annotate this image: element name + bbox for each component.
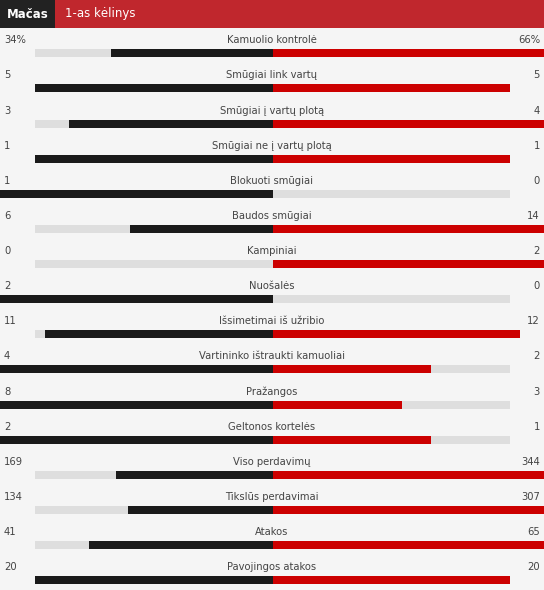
Bar	[35, 50, 510, 57]
Text: 11: 11	[4, 316, 17, 326]
Bar	[111, 50, 273, 57]
Text: 0: 0	[4, 246, 10, 256]
Bar	[273, 576, 510, 584]
Text: 2: 2	[4, 422, 10, 432]
Text: 6: 6	[4, 211, 10, 221]
Bar	[273, 50, 544, 57]
Text: 1: 1	[4, 176, 10, 186]
Bar	[35, 576, 510, 584]
Text: 0: 0	[534, 281, 540, 291]
Text: 307: 307	[521, 492, 540, 502]
Bar	[116, 471, 273, 479]
Text: 34%: 34%	[4, 35, 26, 45]
Bar	[35, 120, 510, 127]
Text: 14: 14	[527, 211, 540, 221]
Text: Pavojingos atakos: Pavojingos atakos	[227, 562, 317, 572]
Bar	[35, 155, 510, 163]
Bar	[35, 506, 510, 514]
Text: 3: 3	[534, 386, 540, 396]
Text: 344: 344	[521, 457, 540, 467]
Text: 3: 3	[4, 106, 10, 116]
Text: 2: 2	[534, 246, 540, 256]
Text: Smūgiai link vartų: Smūgiai link vartų	[226, 70, 318, 80]
Text: Atakos: Atakos	[255, 527, 289, 537]
Text: Geltonos kortelės: Geltonos kortelės	[228, 422, 316, 432]
Bar	[273, 435, 431, 444]
Text: 5: 5	[534, 70, 540, 80]
Text: 41: 41	[4, 527, 17, 537]
Bar	[273, 330, 520, 338]
Bar	[45, 330, 273, 338]
Text: Mačas: Mačas	[7, 8, 48, 21]
Bar	[273, 84, 510, 93]
Bar	[69, 120, 273, 127]
Text: 1: 1	[4, 140, 10, 150]
Text: Baudos smūgiai: Baudos smūgiai	[232, 211, 312, 221]
Text: Kamuolio kontrolė: Kamuolio kontrolė	[227, 35, 317, 45]
Text: 12: 12	[527, 316, 540, 326]
Text: 1: 1	[534, 422, 540, 432]
Text: Tikslūs perdavimai: Tikslūs perdavimai	[225, 492, 319, 502]
Bar	[273, 506, 544, 514]
Text: Kampiniai: Kampiniai	[248, 246, 296, 256]
Text: 169: 169	[4, 457, 23, 467]
Bar	[273, 120, 544, 127]
Text: Blokuoti smūgiai: Blokuoti smūgiai	[231, 176, 313, 186]
Text: 65: 65	[527, 527, 540, 537]
Text: 2: 2	[4, 281, 10, 291]
Bar	[35, 295, 510, 303]
Text: 0: 0	[534, 176, 540, 186]
Bar	[35, 155, 273, 163]
Text: 8: 8	[4, 386, 10, 396]
Text: 4: 4	[4, 352, 10, 362]
Bar	[35, 330, 510, 338]
Bar	[35, 84, 273, 93]
Bar	[273, 155, 510, 163]
Text: 4: 4	[534, 106, 540, 116]
Bar	[35, 401, 510, 408]
Bar	[273, 365, 431, 373]
Text: 134: 134	[4, 492, 23, 502]
Bar	[273, 401, 402, 408]
Bar	[273, 541, 544, 549]
Bar	[35, 225, 510, 233]
Text: 20: 20	[527, 562, 540, 572]
Bar	[0, 0, 544, 28]
Bar	[0, 0, 55, 28]
Bar	[0, 365, 273, 373]
Bar	[0, 190, 273, 198]
Text: 2: 2	[534, 352, 540, 362]
Bar	[35, 576, 273, 584]
Text: Smūgiai ne į vartų plotą: Smūgiai ne į vartų plotą	[212, 140, 332, 150]
Bar	[130, 225, 273, 233]
Text: 1-as kėlinys: 1-as kėlinys	[65, 8, 135, 21]
Text: Išsimetimai iš užribio: Išsimetimai iš užribio	[219, 316, 325, 326]
Bar	[273, 471, 544, 479]
Bar	[0, 435, 273, 444]
Text: Vartininko ištraukti kamuoliai: Vartininko ištraukti kamuoliai	[199, 352, 345, 362]
Bar	[0, 295, 273, 303]
Bar	[35, 84, 510, 93]
Bar	[89, 541, 273, 549]
Bar	[35, 365, 510, 373]
Bar	[273, 225, 544, 233]
Bar	[35, 260, 510, 268]
Bar	[0, 401, 273, 408]
Bar	[35, 435, 510, 444]
Bar	[128, 506, 273, 514]
Bar	[35, 541, 510, 549]
Text: 66%: 66%	[518, 35, 540, 45]
Text: Pražangos: Pražangos	[246, 386, 298, 397]
Text: 5: 5	[4, 70, 10, 80]
Bar	[35, 190, 510, 198]
Text: Smūgiai į vartų plotą: Smūgiai į vartų plotą	[220, 106, 324, 116]
Bar	[35, 471, 510, 479]
Text: Viso perdavimų: Viso perdavimų	[233, 457, 311, 467]
Bar	[273, 260, 544, 268]
Text: Nuošalės: Nuošalės	[249, 281, 295, 291]
Text: 1: 1	[534, 140, 540, 150]
Text: 20: 20	[4, 562, 17, 572]
